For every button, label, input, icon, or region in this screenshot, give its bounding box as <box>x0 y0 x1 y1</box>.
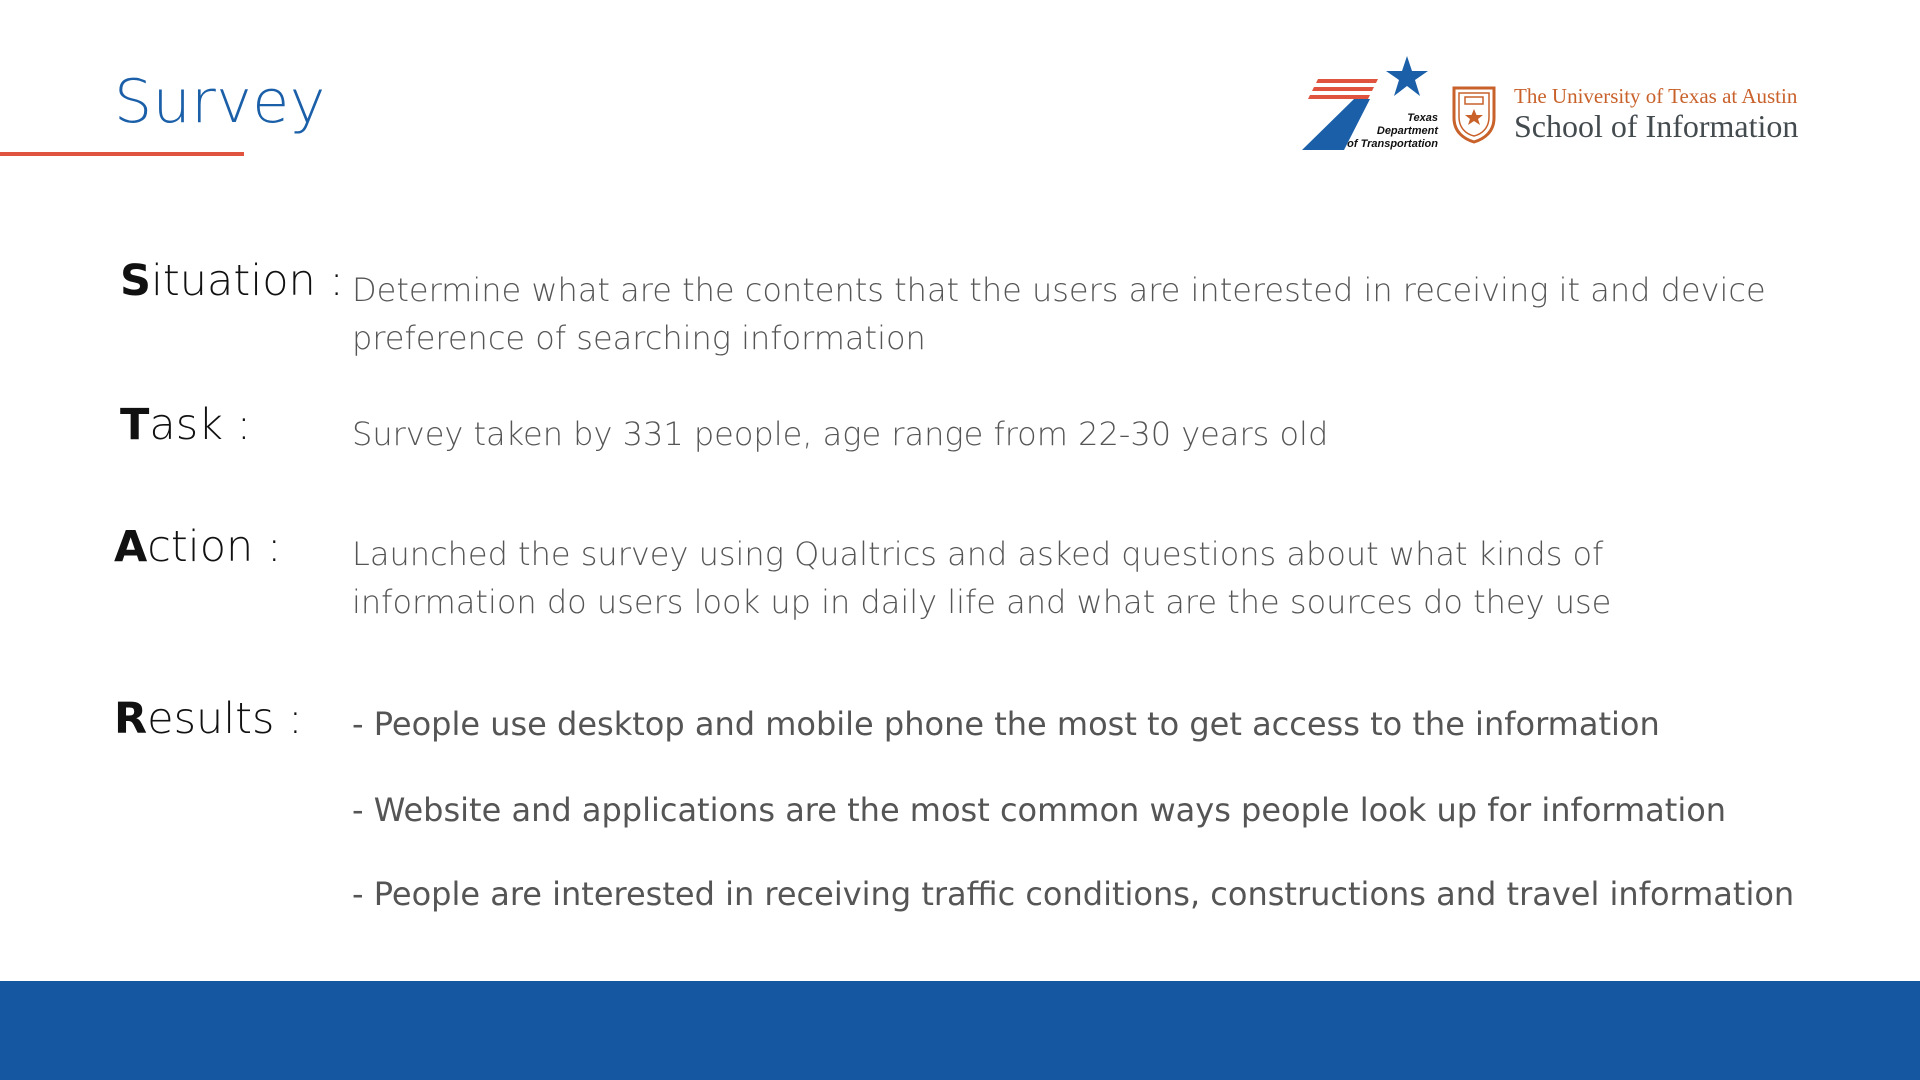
task-text: Survey taken by 331 people, age range fr… <box>352 415 1329 453</box>
action-initial: A <box>114 522 148 572</box>
action-text: Launched the survey using Qualtrics and … <box>352 535 1612 621</box>
situation-label: Situation : <box>120 256 344 306</box>
action-label: Action : <box>114 522 281 572</box>
situation-label-rest: ituation : <box>150 256 344 306</box>
task-initial: T <box>120 400 150 450</box>
txdot-line1: Texas <box>1407 112 1438 124</box>
header-logos: Texas Department of Transportation The U… <box>1300 54 1860 154</box>
result-item: - People are interested in receiving tra… <box>352 875 1795 913</box>
situation-initial: S <box>120 256 151 306</box>
result-item: - Website and applications are the most … <box>352 791 1727 829</box>
action-label-rest: ction : <box>147 522 282 572</box>
task-label-rest: ask : <box>149 400 252 450</box>
slide-title: Survey <box>114 67 326 137</box>
task-label: Task : <box>120 400 251 450</box>
title-underline <box>0 152 244 156</box>
txdot-line3: of Transportation <box>1347 138 1438 150</box>
ut-seal-icon <box>1452 86 1496 144</box>
txdot-line2: Department <box>1376 125 1438 137</box>
results-label: Results : <box>114 694 303 744</box>
footer-band <box>0 981 1920 1080</box>
situation-text: Determine what are the contents that the… <box>352 271 1766 357</box>
results-label-rest: esults : <box>147 694 303 744</box>
school-name: School of Information <box>1514 108 1799 144</box>
ut-name: The University of Texas at Austin <box>1514 84 1798 108</box>
txdot-logo <box>1302 56 1428 150</box>
result-item: - People use desktop and mobile phone th… <box>352 705 1660 743</box>
txdot-wordmark: Texas Department of Transportation <box>1340 112 1438 151</box>
results-initial: R <box>114 694 148 744</box>
